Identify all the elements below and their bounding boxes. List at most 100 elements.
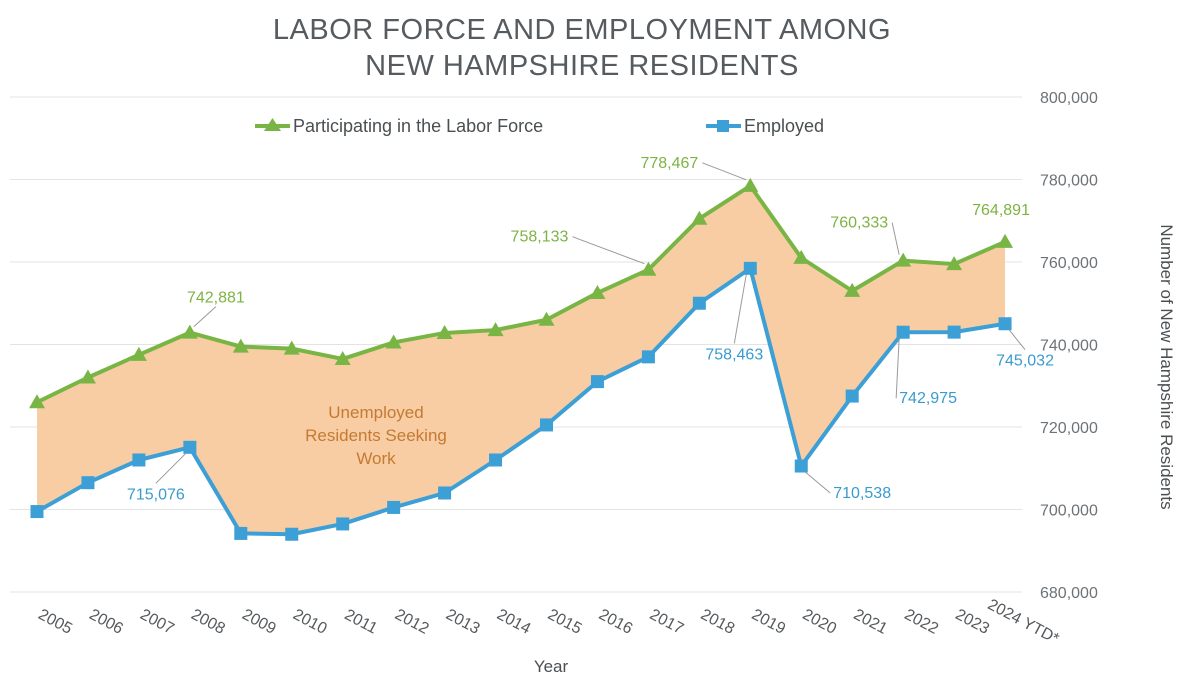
employed-marker-2022 bbox=[896, 325, 910, 339]
employed-marker-2019 bbox=[743, 261, 757, 275]
participating-marker-2006 bbox=[79, 369, 96, 384]
x-tick-2018: 2018 bbox=[698, 606, 737, 638]
employed-annotation-2020: 710,538 bbox=[833, 485, 891, 502]
employed-marker-2008 bbox=[183, 440, 197, 454]
employed-annotation-2020-connector bbox=[804, 471, 831, 494]
gap-area-label-line1: Unemployed bbox=[328, 403, 423, 422]
y-tick-720000: 720,000 bbox=[1040, 420, 1098, 437]
x-tick-2008: 2008 bbox=[188, 606, 227, 638]
x-tick-2016: 2016 bbox=[596, 606, 635, 638]
employed-marker-2020 bbox=[794, 459, 808, 473]
employed-annotation-2008-connector bbox=[155, 452, 187, 484]
employed-marker-2015 bbox=[540, 418, 553, 432]
y-axis-title: Number of New Hampshire Residents bbox=[1157, 224, 1176, 509]
legend-label-participating: Participating in the Labor Force bbox=[293, 116, 543, 136]
participating-marker-2014 bbox=[487, 322, 504, 337]
y-tick-680000: 680,000 bbox=[1040, 585, 1098, 602]
legend-item-employed: Employed bbox=[706, 116, 824, 136]
x-tick-2005: 2005 bbox=[35, 606, 74, 638]
x-tick-2014: 2014 bbox=[494, 606, 533, 638]
gap-area-label-line2: Residents Seeking bbox=[305, 426, 447, 445]
x-tick-2013: 2013 bbox=[443, 606, 482, 638]
participating-marker-2015 bbox=[538, 311, 555, 326]
x-tick-2009: 2009 bbox=[239, 606, 278, 638]
chart-title-line1: LABOR FORCE AND EMPLOYMENT AMONG bbox=[273, 14, 891, 46]
employed-marker-2009 bbox=[234, 526, 248, 540]
participating-annotation-2017: 758,133 bbox=[511, 229, 569, 246]
y-tick-760000: 760,000 bbox=[1040, 255, 1098, 272]
x-tick-2019: 2019 bbox=[749, 606, 788, 638]
participating-annotation-2019-connector bbox=[702, 162, 747, 181]
x-tick-2011: 2011 bbox=[342, 606, 380, 637]
participating-marker-2010 bbox=[283, 340, 300, 355]
participating-line bbox=[35, 183, 1008, 405]
legend: Participating in the Labor Force Employe… bbox=[255, 116, 824, 136]
participating-marker-2018 bbox=[691, 210, 708, 225]
y-tick-labels: 680,000 700,000 720,000 740,000 760,000 780,0… bbox=[1040, 90, 1098, 602]
participating-marker-2020 bbox=[793, 249, 810, 264]
participating-annotation-2017-connector bbox=[572, 236, 645, 265]
employed-annotation-2024-connector bbox=[1008, 329, 1026, 351]
employed-marker-2005 bbox=[30, 505, 44, 519]
participating-marker-2024 bbox=[997, 233, 1014, 248]
series-markers bbox=[29, 177, 1014, 541]
series-lines bbox=[35, 183, 1008, 537]
employed-marker-2006 bbox=[81, 476, 95, 490]
employed-marker-2017 bbox=[641, 350, 655, 364]
employed-annotation-2019-connector bbox=[733, 274, 747, 344]
x-tick-2024YTD: 2024 YTD* bbox=[985, 596, 1062, 648]
participating-annotation-2008-connector bbox=[193, 306, 217, 327]
x-tick-2012: 2012 bbox=[392, 606, 431, 638]
participating-marker-2005 bbox=[29, 394, 45, 409]
participating-marker-2013 bbox=[436, 324, 453, 339]
participating-marker-2009 bbox=[232, 338, 249, 353]
x-tick-labels: 2005 2006 2007 2008 2009 2010 2011 2012 2013 2014… bbox=[35, 596, 1061, 648]
employed-marker-2021 bbox=[845, 389, 859, 403]
employed-line bbox=[35, 266, 1008, 537]
employed-marker-2007 bbox=[132, 453, 146, 467]
x-tick-2006: 2006 bbox=[86, 606, 125, 638]
participating-annotation-2019: 778,467 bbox=[640, 155, 698, 172]
participating-marker-2021 bbox=[844, 282, 861, 297]
x-tick-2010: 2010 bbox=[290, 606, 329, 638]
y-tick-700000: 700,000 bbox=[1040, 503, 1098, 520]
employed-marker-2018 bbox=[692, 296, 706, 310]
participating-annotation-2022-connector bbox=[891, 222, 900, 255]
employed-annotation-2008: 715,076 bbox=[127, 486, 185, 503]
participating-marker-2011 bbox=[334, 350, 351, 365]
y-tick-740000: 740,000 bbox=[1040, 338, 1098, 355]
x-tick-2015: 2015 bbox=[545, 606, 584, 638]
y-tick-800000: 800,000 bbox=[1040, 90, 1098, 107]
gap-area-label-line3: Work bbox=[356, 449, 396, 468]
participating-marker-2017 bbox=[640, 261, 657, 276]
legend-item-participating: Participating in the Labor Force bbox=[255, 116, 543, 136]
participating-marker-2007 bbox=[130, 346, 147, 361]
x-axis-title: Year bbox=[534, 657, 569, 675]
employed-marker-2011 bbox=[336, 517, 350, 531]
participating-marker-2008 bbox=[181, 324, 198, 339]
employed-annotation-2024: 745,032 bbox=[996, 353, 1054, 370]
employed-marker-2024 bbox=[998, 317, 1012, 331]
employed-marker-2013 bbox=[438, 486, 452, 500]
chart-title-line2: NEW HAMPSHIRE RESIDENTS bbox=[365, 50, 799, 82]
legend-square-icon bbox=[717, 120, 729, 132]
participating-annotation-2008: 742,881 bbox=[187, 290, 245, 307]
participating-marker-2016 bbox=[589, 284, 606, 299]
employed-annotation-2022-connector bbox=[895, 338, 900, 399]
participating-marker-2022 bbox=[895, 252, 912, 267]
employed-annotation-2022: 742,975 bbox=[899, 390, 957, 407]
participating-marker-2012 bbox=[385, 334, 402, 349]
annotations: 742,881 758,133 778,467 760,333 764,891 715,0… bbox=[127, 155, 1054, 503]
annotation-connectors bbox=[155, 162, 1026, 494]
participating-marker-2023 bbox=[946, 256, 963, 271]
participating-annotation-2022: 760,333 bbox=[830, 215, 888, 232]
x-tick-2020: 2020 bbox=[800, 606, 839, 638]
employed-marker-2023 bbox=[947, 325, 961, 339]
x-tick-2021: 2021 bbox=[851, 606, 890, 638]
x-tick-2007: 2007 bbox=[137, 606, 176, 638]
x-tick-2022: 2022 bbox=[902, 606, 941, 638]
gap-area bbox=[37, 185, 1006, 535]
employed-marker-2016 bbox=[590, 375, 604, 389]
participating-annotation-2024: 764,891 bbox=[972, 202, 1030, 219]
